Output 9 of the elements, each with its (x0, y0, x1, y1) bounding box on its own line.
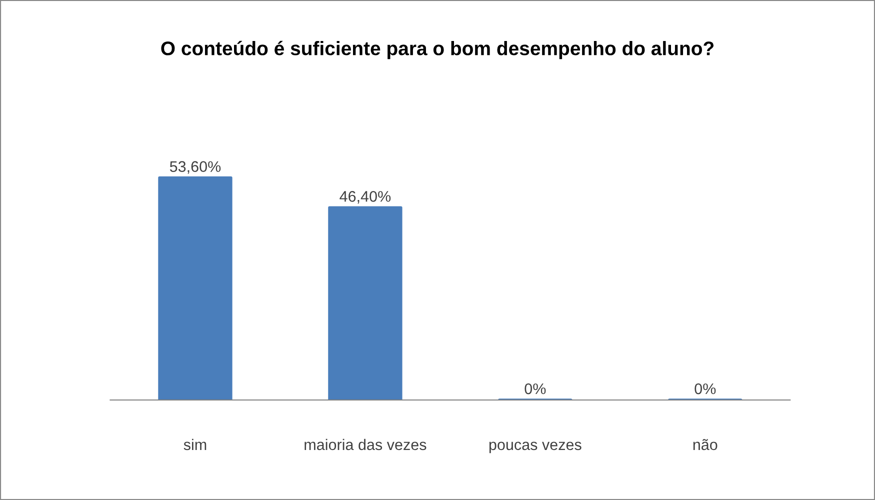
x-tick-label: maioria das vezes (304, 438, 426, 450)
x-tick-label: não (693, 439, 718, 450)
x-tick-label: sim (184, 438, 206, 450)
data-label: 46,40% (340, 191, 391, 204)
data-label: 0% (524, 383, 546, 394)
chart-title: O conteúdo é suficiente para o bom desempenho do aluno? (161, 40, 714, 60)
data-label: 0% (694, 383, 716, 394)
data-label: 53,60% (170, 161, 221, 174)
x-tick-label: poucas vezes (489, 442, 582, 454)
